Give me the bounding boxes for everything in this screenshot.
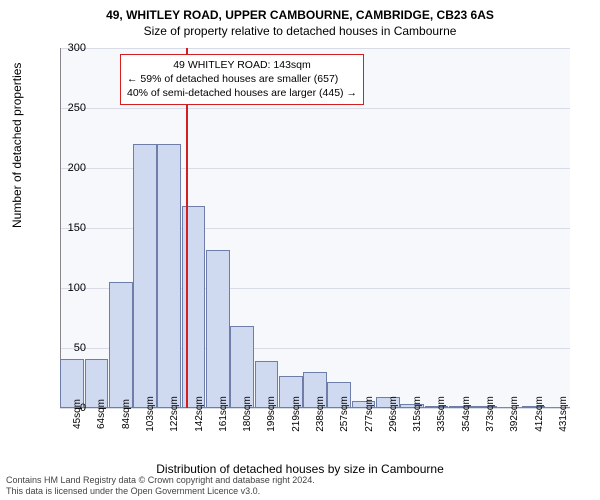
x-tick-label: 103sqm [145, 396, 156, 432]
x-tick-label: 180sqm [242, 396, 253, 432]
x-tick-label: 373sqm [485, 396, 496, 432]
x-tick-label: 277sqm [364, 396, 375, 432]
plot-area: 49 WHITLEY ROAD: 143sqm← 59% of detached… [60, 48, 570, 408]
x-tick-label: 257sqm [339, 396, 350, 432]
footer-attribution: Contains HM Land Registry data © Crown c… [6, 475, 315, 498]
x-tick-label: 219sqm [291, 396, 302, 432]
chart-title-sub: Size of property relative to detached ho… [0, 22, 600, 38]
gridline [60, 108, 570, 109]
x-tick-label: 238sqm [315, 396, 326, 432]
x-tick-label: 122sqm [169, 396, 180, 432]
x-tick-label: 45sqm [72, 399, 83, 429]
y-tick-label: 100 [46, 282, 86, 294]
y-tick-label: 300 [46, 42, 86, 54]
plot-background: 49 WHITLEY ROAD: 143sqm← 59% of detached… [60, 48, 570, 408]
x-tick-label: 354sqm [461, 396, 472, 432]
x-tick-label: 412sqm [534, 396, 545, 432]
x-tick-label: 142sqm [194, 396, 205, 432]
x-tick-label: 335sqm [436, 396, 447, 432]
x-tick-label: 296sqm [388, 396, 399, 432]
x-tick-label: 161sqm [218, 396, 229, 432]
x-tick-label: 315sqm [412, 396, 423, 432]
y-tick-label: 150 [46, 222, 86, 234]
footer-line-1: Contains HM Land Registry data © Crown c… [6, 475, 315, 486]
chart-container: 49, WHITLEY ROAD, UPPER CAMBOURNE, CAMBR… [0, 0, 600, 500]
footer-line-2: This data is licensed under the Open Gov… [6, 486, 315, 497]
annotation-box: 49 WHITLEY ROAD: 143sqm← 59% of detached… [120, 54, 364, 105]
histogram-bar [157, 144, 181, 408]
histogram-bar [206, 250, 230, 408]
y-tick-label: 200 [46, 162, 86, 174]
x-tick-label: 431sqm [558, 396, 569, 432]
y-axis-label: Number of detached properties [10, 63, 24, 228]
histogram-bar [109, 282, 133, 408]
x-tick-label: 64sqm [96, 399, 107, 429]
x-tick-label: 199sqm [266, 396, 277, 432]
x-tick-label: 84sqm [121, 399, 132, 429]
y-tick-label: 250 [46, 102, 86, 114]
annotation-line: 49 WHITLEY ROAD: 143sqm [127, 58, 357, 72]
annotation-line: ← 59% of detached houses are smaller (65… [127, 72, 357, 86]
histogram-bar [133, 144, 157, 408]
annotation-line: 40% of semi-detached houses are larger (… [127, 86, 357, 100]
chart-title-main: 49, WHITLEY ROAD, UPPER CAMBOURNE, CAMBR… [0, 0, 600, 22]
x-tick-label: 392sqm [509, 396, 520, 432]
gridline [60, 48, 570, 49]
y-tick-label: 50 [46, 342, 86, 354]
